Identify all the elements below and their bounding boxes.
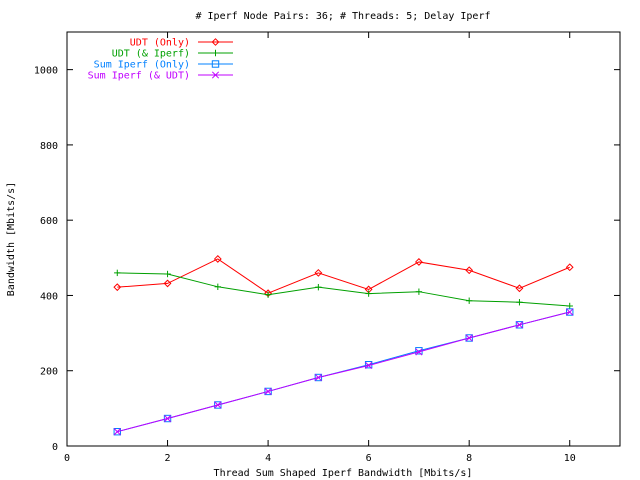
plot-area-frame	[66, 31, 621, 447]
y-tick-label: 800	[40, 141, 58, 152]
point-marker	[314, 373, 323, 382]
series-4	[113, 308, 574, 436]
legend-entry: UDT (& Iperf)	[112, 49, 233, 60]
chart-title: # Iperf Node Pairs: 36; # Threads: 5; De…	[195, 11, 490, 22]
point-marker	[465, 266, 474, 275]
point-marker	[365, 290, 372, 297]
point-marker	[566, 308, 574, 316]
y-tick-label: 0	[52, 442, 58, 453]
marker-stroke	[365, 361, 373, 370]
point-marker	[566, 302, 573, 310]
legend-entry: Sum Iperf (& UDT)	[88, 71, 233, 82]
legend-entry: Sum Iperf (Only)	[94, 60, 233, 71]
series-2	[114, 269, 573, 310]
point-marker	[211, 60, 220, 68]
point-marker	[314, 373, 322, 382]
marker-stroke	[415, 348, 423, 356]
marker-stroke	[214, 401, 222, 409]
x-tick-label: 10	[564, 453, 576, 464]
legend-entry: UDT (Only)	[130, 38, 233, 49]
point-marker	[415, 288, 423, 295]
point-marker	[211, 38, 220, 46]
series-line	[117, 272, 570, 307]
point-marker	[213, 255, 222, 263]
x-tick-label: 8	[466, 453, 472, 464]
series-line	[117, 258, 570, 294]
point-marker	[113, 283, 122, 292]
series-1	[113, 255, 574, 298]
point-marker	[516, 299, 523, 306]
point-marker	[565, 263, 574, 272]
point-marker	[212, 49, 219, 57]
point-marker	[315, 283, 322, 291]
marker-stroke	[515, 321, 524, 329]
point-marker	[465, 334, 473, 342]
point-marker	[113, 427, 121, 436]
point-marker	[164, 270, 171, 278]
marker-stroke	[566, 308, 574, 316]
marker-stroke	[211, 71, 220, 79]
point-marker	[314, 268, 323, 277]
marker-stroke	[465, 334, 473, 342]
point-marker	[163, 279, 172, 288]
point-marker	[465, 334, 473, 342]
point-marker	[515, 284, 524, 293]
point-marker	[465, 297, 473, 304]
point-marker	[211, 71, 220, 79]
point-marker	[515, 321, 524, 329]
marker-stroke	[264, 387, 272, 395]
legend-label: UDT (& Iperf)	[112, 49, 190, 60]
point-marker	[214, 401, 222, 409]
x-tick-label: 0	[64, 453, 70, 464]
point-marker	[365, 361, 373, 370]
x-axis-label: Thread Sum Shaped Iperf Bandwidth [Mbits…	[214, 468, 473, 479]
x-tick-label: 6	[366, 453, 372, 464]
x-tick-label: 4	[265, 453, 271, 464]
point-marker	[163, 414, 172, 423]
y-tick-label: 400	[40, 291, 58, 302]
marker-stroke	[113, 428, 121, 436]
point-marker	[415, 258, 423, 266]
y-tick-label: 1000	[34, 66, 58, 77]
series-line	[117, 311, 570, 433]
point-marker	[214, 401, 222, 409]
point-marker	[515, 321, 524, 329]
point-marker	[113, 428, 121, 436]
point-marker	[264, 387, 272, 396]
y-tick-label: 600	[40, 216, 58, 227]
legend-label: UDT (Only)	[130, 38, 190, 49]
point-marker	[566, 308, 574, 316]
point-marker	[264, 387, 272, 395]
point-marker	[264, 291, 272, 298]
marker-stroke	[314, 373, 322, 382]
x-tick-label: 2	[165, 453, 171, 464]
point-marker	[415, 348, 423, 356]
point-marker	[114, 269, 121, 277]
marker-stroke	[163, 414, 172, 423]
legend-label: Sum Iperf (Only)	[94, 60, 190, 71]
legend-label: Sum Iperf (& UDT)	[88, 71, 190, 82]
point-marker	[214, 283, 222, 290]
y-tick-label: 200	[40, 367, 58, 378]
point-marker	[163, 414, 172, 423]
y-axis-label: Bandwidth [Mbits/s]	[6, 182, 17, 296]
